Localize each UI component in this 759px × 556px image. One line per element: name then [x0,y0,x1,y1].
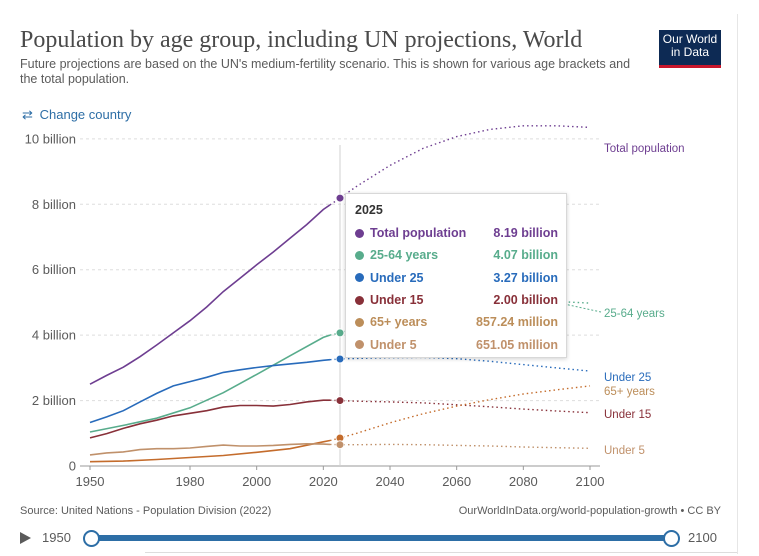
tooltip-dot-icon [355,317,364,327]
tooltip-row-under25: Under 25 3.27 billion [355,267,558,289]
tooltip-year: 2025 [355,203,383,217]
end-label-total: Total population [604,143,685,155]
tooltip-value: 2.00 billion [493,293,558,308]
series-projection-under5[interactable] [329,443,591,449]
x-tick-label: 2040 [376,474,405,489]
x-tick-label: 1980 [176,474,205,489]
x-tick-label: 2060 [442,474,471,489]
tooltip-row-under15: Under 15 2.00 billion [355,289,558,311]
license-link[interactable]: OurWorldInData.org/world-population-grow… [458,505,721,517]
series-line-age25_64[interactable] [89,334,331,433]
timeline-end-label: 2100 [688,530,717,545]
y-tick-label: 6 billion [32,262,76,277]
tooltip-value: 857.24 million [476,315,558,330]
highlight-point-under15[interactable] [335,396,345,406]
x-tick-label: 2000 [242,474,271,489]
logo-line-2: in Data [670,45,710,59]
bottom-divider [145,552,737,553]
y-tick-label: 10 billion [25,131,76,146]
highlight-point-under25[interactable] [335,354,345,364]
chart-tooltip: 2025 Total population 8.19 billion 25-64 y… [345,193,567,358]
y-tick-label: 0 [69,459,76,474]
series-line-under25[interactable] [89,358,331,424]
tooltip-value: 8.19 billion [493,226,558,241]
tooltip-label: Under 15 [370,293,424,308]
tooltip-row-age65plus: 65+ years 857.24 million [355,311,558,333]
logo-line-1: Our World [662,32,718,46]
timeline-start-label: 1950 [42,530,71,545]
end-label-connector [559,302,602,313]
tooltip-label: 25-64 years [370,248,439,263]
tooltip-label: Under 25 [370,270,424,285]
tooltip-row-age25_64: 25-64 years 4.07 billion [355,244,558,266]
tooltip-value: 3.27 billion [493,270,558,285]
x-tick-label: 1950 [76,474,105,489]
timeline: 1950 2100 [0,524,737,552]
highlight-point-total[interactable] [335,193,345,203]
y-tick-label: 2 billion [32,393,76,408]
series-projection-under25[interactable] [329,356,591,372]
tooltip-row-total: Total population 8.19 billion [355,222,558,244]
tooltip-dot-icon [355,273,364,283]
swap-arrows-icon: ⇄ [22,107,33,122]
series-line-total[interactable] [89,204,331,385]
tooltip-dot-icon [355,295,364,305]
end-label-age25_64: 25-64 years [604,308,665,320]
play-icon[interactable] [20,532,31,544]
x-tick-label: 2080 [509,474,538,489]
highlight-point-age25_64[interactable] [335,328,345,338]
end-label-under25: Under 25 [604,372,651,384]
series-line-under5[interactable] [89,442,331,456]
y-tick-label: 4 billion [32,328,76,343]
highlight-point-under5[interactable] [335,440,345,450]
owid-logo[interactable]: Our World in Data [659,30,721,68]
tooltip-dot-icon [355,228,364,238]
logo-accent-bar [659,65,721,68]
chart-frame [0,14,738,554]
tooltip-dot-icon [355,250,364,260]
change-country-label: Change country [39,107,132,122]
tooltip-dot-icon [355,340,364,350]
change-country-button[interactable]: ⇄ Change country [22,107,131,123]
timeline-track[interactable] [90,535,672,541]
tooltip-label: Total population [370,226,467,241]
series-line-under15[interactable] [89,399,330,439]
y-tick-label: 8 billion [32,197,76,212]
series-projection-total[interactable] [329,125,591,206]
timeline-start-handle[interactable] [83,530,100,547]
tooltip-label: 65+ years [370,315,428,330]
tooltip-label: Under 5 [370,337,417,352]
tooltip-value: 4.07 billion [493,248,558,263]
end-label-under15: Under 15 [604,409,651,421]
x-tick-label: 2100 [576,474,605,489]
chart-title: Population by age group, including UN pr… [20,27,583,53]
end-label-under5: Under 5 [604,445,645,457]
timeline-end-handle[interactable] [663,530,680,547]
end-label-age65plus: 65+ years [604,386,655,398]
tooltip-row-under5: Under 5 651.05 million [355,333,558,355]
chart-subtitle: Future projections are based on the UN's… [20,57,631,86]
tooltip-value: 651.05 million [476,337,558,352]
series-projection-age65plus[interactable] [329,385,591,442]
x-tick-label: 2020 [309,474,338,489]
source-note[interactable]: Source: United Nations - Population Divi… [20,505,272,517]
series-projection-under15[interactable] [329,399,591,414]
